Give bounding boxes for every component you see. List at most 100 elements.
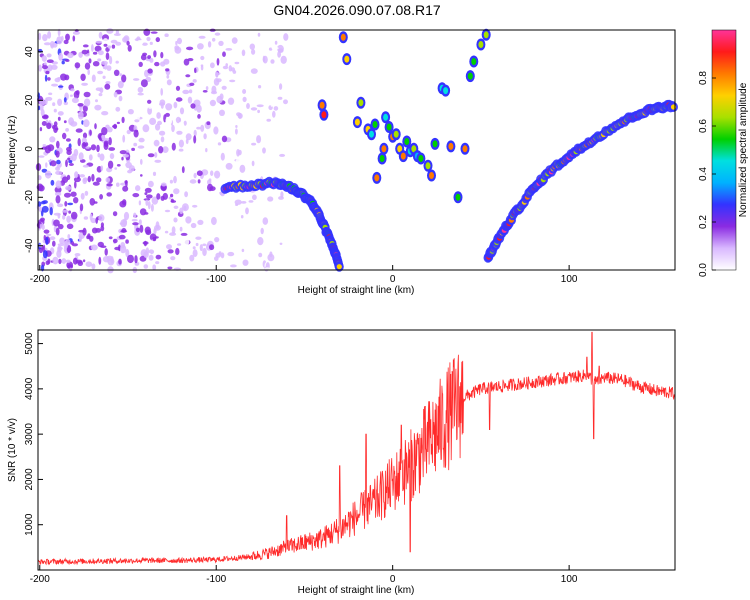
heatmap-noise-cell: [148, 254, 154, 261]
heatmap-noise-cell: [51, 83, 59, 87]
heatmap-noise-cell: [89, 198, 96, 206]
heatmap-noise-cell: [165, 112, 170, 117]
heatmap-noise-cell: [78, 51, 83, 58]
heatmap-noise-cell: [179, 226, 183, 232]
heatmap-noise-cell: [220, 152, 225, 161]
heatmap-noise-cell: [72, 35, 76, 42]
heatmap-noise-cell: [210, 170, 214, 176]
heatmap-blob-core: [483, 31, 489, 39]
heatmap-noise-cell: [147, 99, 152, 104]
heatmap-noise-cell: [42, 115, 49, 119]
heatmap-noise-cell: [45, 237, 49, 245]
heatmap-noise-cell: [156, 193, 161, 200]
heatmap-noise-cell: [216, 78, 222, 83]
heatmap-noise-cell: [58, 52, 64, 61]
heatmap-noise-cell: [53, 121, 58, 127]
heatmap-noise-cell: [77, 138, 81, 147]
heatmap-noise-cell: [90, 144, 97, 151]
heatmap-noise-cell: [231, 171, 237, 180]
heatmap-noise-cell: [147, 201, 151, 210]
heatmap-noise-cell: [52, 102, 56, 107]
heatmap-noise-cell: [61, 258, 67, 264]
heatmap-noise-cell: [249, 43, 255, 50]
heatmap-noise-cell: [65, 59, 70, 62]
heatmap-noise-cell: [55, 166, 61, 171]
heatmap-noise-cell: [115, 106, 121, 112]
heatmap-noise-cell: [67, 52, 74, 59]
snr-axes: -200 -100 0 100 1000 2000 3000 4000 5000: [24, 332, 578, 585]
heatmap-noise-cell: [112, 238, 118, 244]
heatmap-noise-cell: [217, 72, 221, 75]
heatmap-noise-cell: [273, 106, 279, 111]
heatmap-noise-cell: [152, 236, 157, 242]
heatmap-blob-core: [455, 193, 461, 201]
heatmap-noise-cell: [58, 258, 62, 265]
heatmap-noise-cell: [175, 247, 180, 256]
heatmap-blob-core: [397, 145, 403, 153]
heatmap-noise-cell: [58, 85, 64, 88]
heatmap-noise-cell: [220, 252, 225, 259]
heatmap-noise-cell: [231, 37, 238, 44]
heatmap-noise-cell: [38, 32, 42, 41]
heatmap-noise-cell: [181, 203, 189, 212]
heatmap-noise-cell: [263, 35, 269, 43]
heatmap-noise-cell: [59, 237, 66, 245]
heatmap-noise-cell: [100, 245, 107, 248]
heatmap-noise-cell: [104, 248, 108, 256]
heatmap-noise-cell: [69, 94, 73, 97]
heatmap-noise-cell: [140, 54, 147, 61]
heatmap-noise-cell: [227, 251, 235, 257]
heatmap-noise-cell: [279, 83, 283, 90]
heatmap-noise-cell: [66, 223, 74, 230]
heatmap-noise-cell: [113, 123, 118, 130]
heatmap-noise-cell: [140, 158, 143, 165]
chart-title: GN04.2026.090.07.08.R17: [273, 2, 441, 18]
colorbar-gradient: [712, 30, 736, 270]
heatmap-noise-cell: [279, 242, 283, 245]
heatmap-noise-cell: [248, 200, 254, 203]
heatmap-noise-cell: [119, 73, 123, 77]
heatmap-noise-cell: [56, 159, 61, 165]
heatmap-noise-cell: [82, 44, 89, 48]
heatmap-noise-cell: [154, 61, 160, 67]
heatmap-noise-cell: [43, 229, 50, 234]
heatmap-noise-cell: [125, 180, 128, 188]
heatmap-noise-cell: [193, 135, 197, 144]
heatmap-noise-cell: [52, 240, 56, 247]
heatmap-noise-cell: [49, 136, 56, 143]
heatmap-noise-cell: [104, 83, 111, 90]
heatmap-noise-cell: [121, 116, 125, 124]
heatmap-noise-cell: [150, 31, 158, 34]
heatmap-noise-cell: [70, 88, 75, 92]
heatmap-noise-cell: [132, 193, 140, 198]
heatmap-noise-cell: [212, 37, 216, 42]
heatmap-noise-cell: [100, 222, 104, 228]
heatmap-noise-cell: [47, 31, 52, 39]
heatmap-noise-cell: [41, 168, 48, 173]
heatmap-noise-cell: [175, 97, 183, 102]
heatmap-noise-cell: [176, 130, 183, 135]
heatmap-noise-cell: [50, 43, 54, 49]
heatmap-noise-cell: [137, 92, 144, 96]
heatmap-noise-cell: [118, 258, 122, 265]
colorbar-label: Normalized spectral amplitude: [738, 82, 749, 217]
heatmap-noise-cell: [167, 266, 173, 270]
heatmap-noise-cell: [66, 146, 72, 152]
heatmap-noise-cell: [152, 171, 157, 176]
heatmap-noise-cell: [92, 51, 98, 55]
heatmap-noise-cell: [103, 43, 108, 47]
heatmap-noise-cell: [143, 251, 149, 258]
heatmap-blob-core: [462, 145, 468, 153]
heatmap-noise-cell: [107, 160, 114, 169]
heatmap-noise-cell: [167, 249, 174, 254]
heatmap-noise-cell: [98, 214, 105, 222]
colorbar-frame: [711, 29, 737, 271]
heatmap-noise-cell: [127, 254, 134, 264]
heatmap-noise-cell: [170, 198, 174, 203]
heatmap-noise-cell: [127, 109, 134, 115]
heatmap-noise-cell: [244, 108, 249, 114]
heatmap-noise-cell: [122, 185, 129, 192]
heatmap-noise-cell: [132, 222, 139, 226]
heatmap-noise-cell: [73, 197, 79, 204]
